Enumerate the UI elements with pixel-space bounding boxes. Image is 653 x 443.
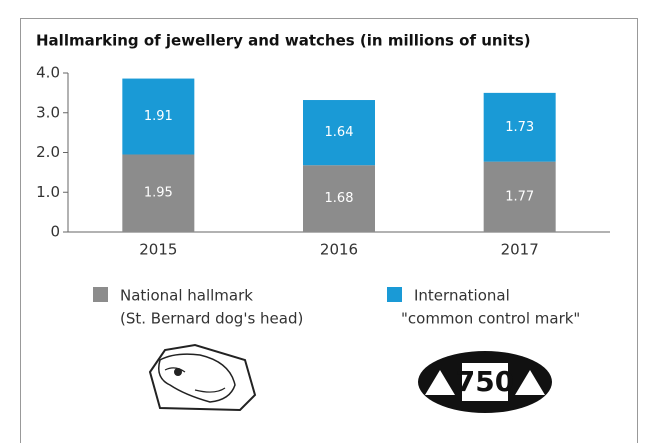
legend-description: "common control mark" <box>401 310 580 328</box>
bar-segment <box>303 165 375 232</box>
legend-label: National hallmark <box>120 287 253 305</box>
value-label: 1.77 <box>505 189 534 204</box>
legend-label: International <box>414 287 510 305</box>
value-label: 1.91 <box>144 109 173 124</box>
balance-logo <box>418 351 552 413</box>
legend-description: (St. Bernard dog's head) <box>120 310 303 328</box>
chart-title: Hallmarking of jewellery and watches (in… <box>36 32 531 50</box>
legend-swatch <box>93 287 108 302</box>
y-tick-label: 2.0 <box>36 143 60 161</box>
bar-segment <box>483 161 556 232</box>
logo-text: 750 <box>456 365 514 398</box>
legend-swatch <box>387 287 402 302</box>
x-tick-label: 2017 <box>501 241 539 259</box>
bar-segment <box>122 154 195 232</box>
dog-logo <box>148 343 257 412</box>
value-label: 1.95 <box>144 186 173 201</box>
panel-border <box>20 18 638 443</box>
bar-segment <box>303 100 375 166</box>
y-tick-label: 0 <box>50 223 60 241</box>
value-label: 1.68 <box>325 191 354 206</box>
x-tick-label: 2016 <box>320 241 358 259</box>
y-tick-label: 4.0 <box>36 64 60 82</box>
value-label: 1.64 <box>325 125 354 140</box>
x-tick-label: 2015 <box>139 241 177 259</box>
y-tick-label: 1.0 <box>36 183 60 201</box>
value-label: 1.73 <box>505 120 534 135</box>
bar-segment <box>483 92 556 162</box>
y-tick-label: 3.0 <box>36 103 60 121</box>
bar-segment <box>122 78 195 155</box>
